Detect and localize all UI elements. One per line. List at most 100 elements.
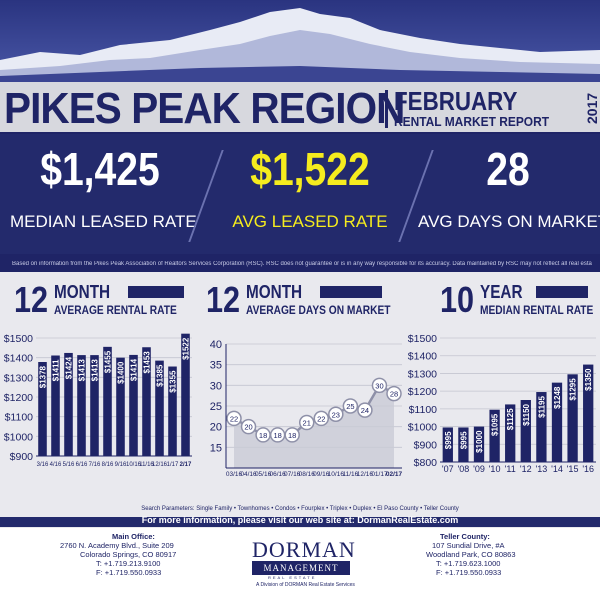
chart1-header-number: 12 [14,279,49,320]
ten-year-data-label: $1248 [553,386,562,409]
chart3-header-number: 10 [440,279,475,320]
division-text: A Division of DORMAN Real Estate Service… [256,582,355,588]
rental-rate-x-tick-label: 9/16 [115,462,127,468]
rental-rate-data-label: $1413 [91,359,100,382]
management-logo-band: MANAGEMENT [252,561,350,575]
days-on-market-x-tick-label: 02/17 [386,471,403,478]
rental-rate-y-tick-label: $1000 [4,431,33,443]
rental-rate-y-tick-label: $1200 [4,392,33,404]
rental-rate-bar [181,333,190,456]
days-on-market-data-label: 23 [332,410,340,419]
days-on-market-point [386,385,402,402]
disclaimer-text: Based on information from the Pikes Peak… [12,261,592,267]
rental-rate-y-tick-label: $1400 [4,353,33,365]
stats-panel [0,134,600,254]
days-on-market-y-tick-label: 15 [210,442,222,454]
days-on-market-point [371,377,388,394]
ten-year-data-label: $1095 [491,413,500,436]
ten-year-y-tick-label: $1100 [409,404,438,416]
days-on-market-x-tick-label: 04/16 [240,471,257,478]
days-on-market-x-tick-label: 05/16 [255,471,272,478]
title-divider [385,90,388,128]
rental-rate-data-label: $1414 [130,358,139,381]
rental-rate-x-tick-label: 2/17 [180,462,192,468]
rental-rate-x-tick-label: 3/16 [37,462,49,468]
chart1-header-top: MONTH [54,282,111,302]
rental-rate-data-label: $1424 [65,356,74,379]
rental-rate-y-tick-label: $1500 [4,333,33,345]
rental-rate-x-tick-label: 6/16 [76,462,88,468]
days-on-market-data-label: 30 [375,381,383,390]
ten-year-y-tick-label: $1200 [408,386,437,398]
rental-rate-x-tick-label: 10/16 [126,462,142,468]
days-on-market-y-tick-label: 40 [210,339,222,351]
ten-year-y-tick-label: $1400 [408,351,437,363]
median-leased-rate-value: $1,425 [40,143,160,195]
ten-year-y-tick-label: $1300 [408,368,437,380]
ten-year-data-label: $995 [444,431,453,449]
ten-year-data-label: $1350 [584,368,593,391]
more-info-link[interactable]: For more information, please visit our w… [141,515,459,525]
ten-year-data-label: $1125 [506,408,515,430]
rental-rate-bar [90,355,99,456]
ten-year-x-tick-label: '14 [551,464,563,474]
main-office-fax: F: +1.719.550.0933 [96,568,162,577]
rental-rate-data-label: $1355 [169,370,178,393]
days-on-market-point [313,410,330,427]
main-office-phone: T: +1.719.213.9100 [96,559,161,568]
median-leased-rate-label: MEDIAN LEASED RATE [10,212,197,231]
rental-rate-data-label: $1385 [156,364,165,387]
ten-year-data-label: $1000 [475,430,484,453]
days-on-market-point [240,418,257,435]
rental-rate-x-tick-label: 11/16 [139,462,154,468]
ten-year-bar [567,374,578,462]
rental-rate-y-tick-label: $900 [10,451,34,463]
ten-year-bar [551,382,563,462]
chart2-header-number: 12 [206,279,241,320]
rental-rate-bar [77,355,86,456]
rental-rate-bar [51,355,60,456]
chart1-header-sub: AVERAGE RENTAL RATE [54,303,177,317]
days-on-market-point [342,398,359,414]
ten-year-bar [458,427,469,462]
chart3-header-bar [536,286,588,298]
rental-rate-data-label: $1400 [117,361,126,384]
main-office-address-line2: Colorado Springs, CO 80917 [80,550,177,559]
chart1-header-bar [128,286,184,298]
rental-rate-data-label: $1455 [104,350,113,373]
avg-days-on-market-label: AVG DAYS ON MARKET [418,212,600,231]
ten-year-bar [489,409,500,462]
avg-leased-rate-label: AVG LEASED RATE [232,212,388,231]
days-on-market-y-tick-label: 35 [210,360,222,372]
chart3-header-sub: MEDIAN RENTAL RATE [480,303,594,317]
days-on-market-data-label: 28 [390,390,398,399]
charts-panel [0,272,600,530]
teller-office-address-line2: Woodland Park, CO 80863 [426,550,516,559]
ten-year-x-tick-label: '13 [536,464,548,474]
rental-rate-data-label: $1453 [143,351,152,374]
teller-office-address-line1: 107 Sundial Drive, #A [432,541,505,550]
rental-rate-bar-chart: $900 $1000 $1100 $1200 $1300 $1400 $1500 $1378 3… [4,333,192,468]
rental-rate-bar [64,352,73,456]
days-on-market-y-tick-label: 20 [210,422,222,434]
days-on-market-x-tick-label: 06/16 [269,471,286,478]
rental-rate-y-tick-label: $1100 [5,412,34,424]
rental-rate-data-label: $1411 [52,359,61,381]
rental-rate-x-tick-label: 4/16 [50,462,62,468]
main-office-address-line1: 2760 N. Academy Blvd., Suite 209 [60,541,174,550]
days-on-market-data-label: 18 [259,431,267,440]
days-on-market-x-tick-label: 08/16 [299,471,316,478]
chart2-header-sub: AVERAGE DAYS ON MARKET [246,303,391,317]
rental-rate-bar [38,361,47,456]
days-on-market-data-label: 22 [230,414,238,423]
ten-year-x-tick-label: '12 [520,464,532,474]
ten-year-y-tick-label: $1500 [408,333,437,345]
report-year: 2017 [584,92,600,124]
days-on-market-x-tick-label: 10/16 [328,471,345,478]
days-on-market-point [298,414,315,431]
ten-year-x-tick-label: '08 [458,464,470,474]
chart2-header-top: MONTH [246,282,303,302]
ten-year-y-tick-label: $1000 [408,422,437,434]
days-on-market-line-chart: 15 20 25 30 35 40 22 03/16 20 04/16 18 05/16 18 06/16… [210,339,403,478]
ten-year-x-tick-label: '11 [505,464,516,474]
